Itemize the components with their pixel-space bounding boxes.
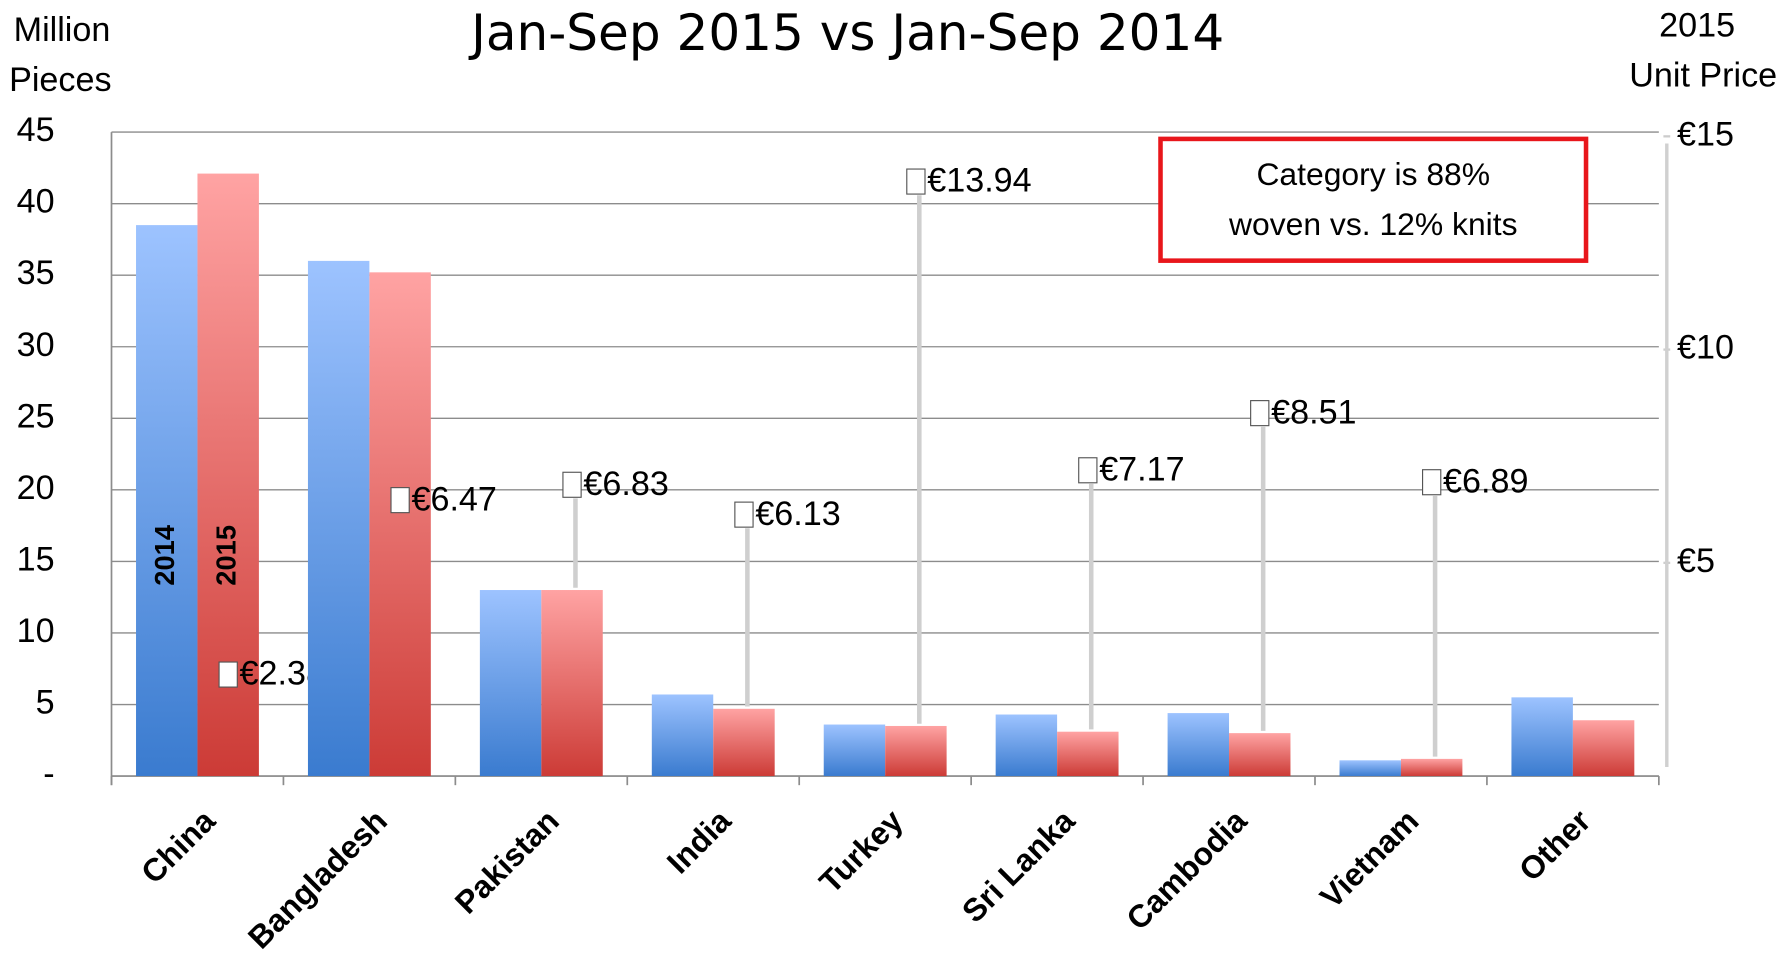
y-tick-label: 25 [17, 397, 55, 435]
y-tick-label: 20 [17, 469, 55, 507]
x-tick-label: India [660, 802, 738, 880]
x-tick-label: Cambodia [1119, 802, 1254, 937]
y-tick-label: 5 [36, 684, 55, 722]
bar [823, 724, 886, 777]
price-label: €6.47 [411, 480, 496, 518]
annotation-text: woven vs. 12% knits [1228, 206, 1517, 242]
price-label: €6.83 [583, 465, 668, 503]
y-tick-label: 30 [17, 326, 55, 364]
chart-title: Jan-Sep 2015 vs Jan-Sep 2014 [468, 4, 1224, 62]
price-marker [1250, 400, 1270, 427]
y-tick-label: 15 [17, 540, 55, 578]
bar [1572, 720, 1635, 777]
x-tick-label: Turkey [812, 802, 910, 900]
price-marker [906, 168, 926, 195]
annotation-text: Category is 88% [1256, 156, 1490, 192]
series-label: 2015 [210, 525, 241, 586]
x-tick-label: Pakistan [448, 802, 566, 920]
bar [1167, 713, 1230, 777]
price-marker [734, 501, 754, 528]
y2-axis-title: Unit Price [1629, 56, 1777, 94]
price-marker [562, 471, 582, 498]
bar [885, 725, 947, 777]
x-tick-label: Other [1512, 802, 1598, 888]
annotation-box [1158, 136, 1589, 263]
bar [479, 590, 542, 777]
bar [651, 694, 714, 777]
series-label: 2014 [149, 524, 180, 586]
x-tick-label: Bangladesh [241, 802, 394, 955]
x-tick-label: Vietnam [1313, 802, 1426, 915]
price-label: €6.89 [1443, 462, 1528, 500]
bar [713, 708, 775, 777]
y-tick-label: 10 [17, 612, 55, 650]
y-axis-title: Million [14, 11, 111, 49]
bar [995, 714, 1058, 777]
price-marker [390, 487, 410, 514]
bar [1511, 697, 1573, 777]
bar [1339, 760, 1401, 777]
x-tick-label: Sri Lanka [955, 802, 1082, 929]
y2-tick-label: €10 [1677, 329, 1734, 367]
price-marker [1422, 469, 1442, 496]
bar [369, 272, 431, 777]
y-axis-title: Pieces [9, 61, 111, 99]
price-marker [218, 661, 238, 688]
price-label: €13.94 [927, 162, 1031, 200]
price-label: €8.51 [1271, 393, 1356, 431]
bar [541, 590, 603, 777]
bar [1229, 733, 1291, 777]
price-label: €7.17 [1099, 450, 1184, 488]
bar [136, 225, 198, 777]
y2-tick-label: €5 [1677, 542, 1715, 580]
bar [1057, 731, 1119, 777]
price-marker [1078, 457, 1098, 484]
y-tick-label: 40 [17, 183, 55, 221]
bar [1400, 758, 1463, 777]
y2-axis-title: 2015 [1659, 6, 1735, 44]
y-tick-label: 35 [17, 254, 55, 292]
y-tick-label: 45 [17, 111, 55, 149]
y-tick-label: - [43, 755, 54, 793]
bar [307, 260, 370, 777]
y2-tick-label: €15 [1677, 115, 1734, 153]
x-tick-label: China [134, 802, 222, 890]
price-label: €6.13 [755, 495, 840, 533]
